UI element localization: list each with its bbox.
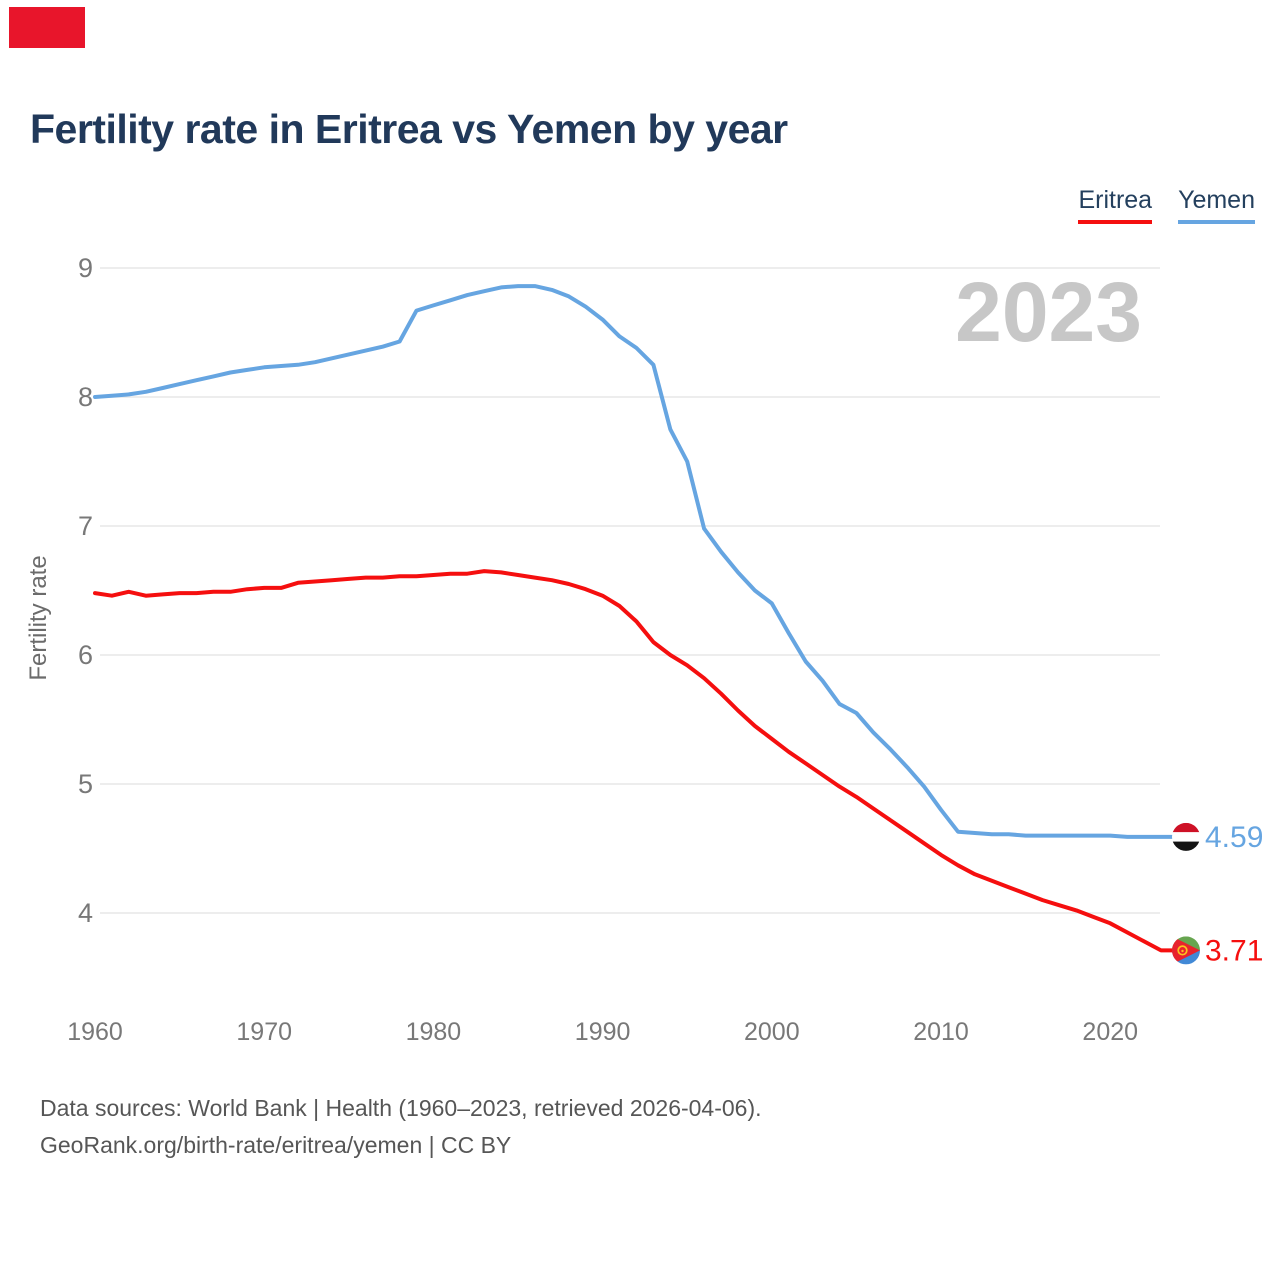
watermark-year: 2023 bbox=[955, 265, 1142, 359]
corner-red-marker bbox=[9, 7, 85, 48]
legend-label-eritrea: Eritrea bbox=[1078, 186, 1153, 214]
legend-item-yemen[interactable]: Yemen bbox=[1178, 186, 1255, 224]
y-tick-label-6: 6 bbox=[78, 640, 93, 670]
footer-attribution-line: GeoRank.org/birth-rate/eritrea/yemen | C… bbox=[40, 1132, 512, 1158]
y-axis-title: Fertility rate bbox=[25, 555, 52, 680]
series-line-eritrea bbox=[93, 569, 1174, 953]
footer-sources-line: Data sources: World Bank | Health (1960–… bbox=[40, 1095, 762, 1121]
page-title: Fertility rate in Eritrea vs Yemen by ye… bbox=[30, 106, 788, 152]
eritrea-flag-icon bbox=[1172, 936, 1200, 965]
end-value-label-yemen: 4.59 bbox=[1205, 821, 1263, 854]
x-tick-label-2020: 2020 bbox=[1082, 1018, 1138, 1046]
legend-label-yemen: Yemen bbox=[1178, 186, 1255, 214]
footer: Data sources: World Bank | Health (1960–… bbox=[40, 1090, 762, 1164]
legend: Eritrea Yemen bbox=[1078, 186, 1255, 224]
x-tick-label-1980: 1980 bbox=[406, 1018, 462, 1046]
x-tick-label-2000: 2000 bbox=[744, 1018, 800, 1046]
x-tick-label-1960: 1960 bbox=[67, 1018, 123, 1046]
y-tick-label-7: 7 bbox=[78, 511, 93, 541]
legend-item-eritrea[interactable]: Eritrea bbox=[1078, 186, 1153, 224]
y-tick-label-5: 5 bbox=[78, 769, 93, 799]
x-tick-label-1990: 1990 bbox=[575, 1018, 631, 1046]
y-tick-label-4: 4 bbox=[78, 898, 93, 928]
y-tick-label-8: 8 bbox=[78, 382, 93, 412]
series-line-yemen bbox=[93, 284, 1174, 839]
y-tick-label-9: 9 bbox=[78, 253, 93, 283]
x-tick-label-1970: 1970 bbox=[236, 1018, 292, 1046]
yemen-flag-icon bbox=[1172, 822, 1200, 851]
end-value-label-eritrea: 3.71 bbox=[1205, 934, 1263, 967]
x-tick-label-2010: 2010 bbox=[913, 1018, 969, 1046]
